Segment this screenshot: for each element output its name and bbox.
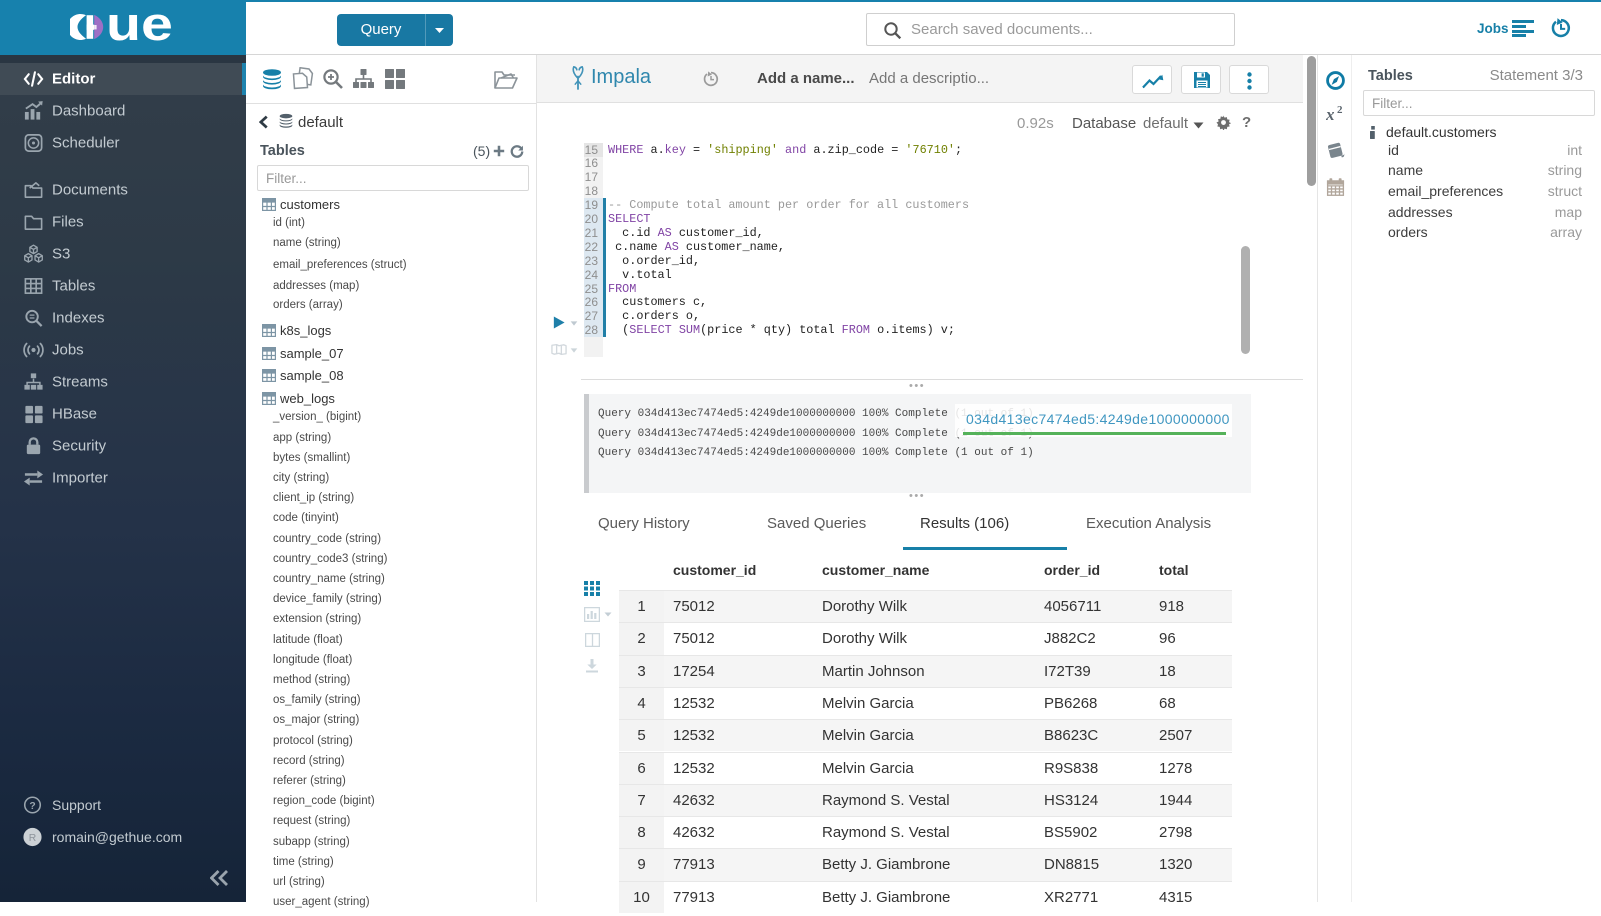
svg-text:x: x (1326, 105, 1335, 123)
svg-text:?: ? (29, 801, 35, 812)
svg-text:R: R (29, 833, 36, 844)
svg-text:2: 2 (1337, 104, 1343, 116)
svg-text:ue: ue (106, 14, 173, 42)
